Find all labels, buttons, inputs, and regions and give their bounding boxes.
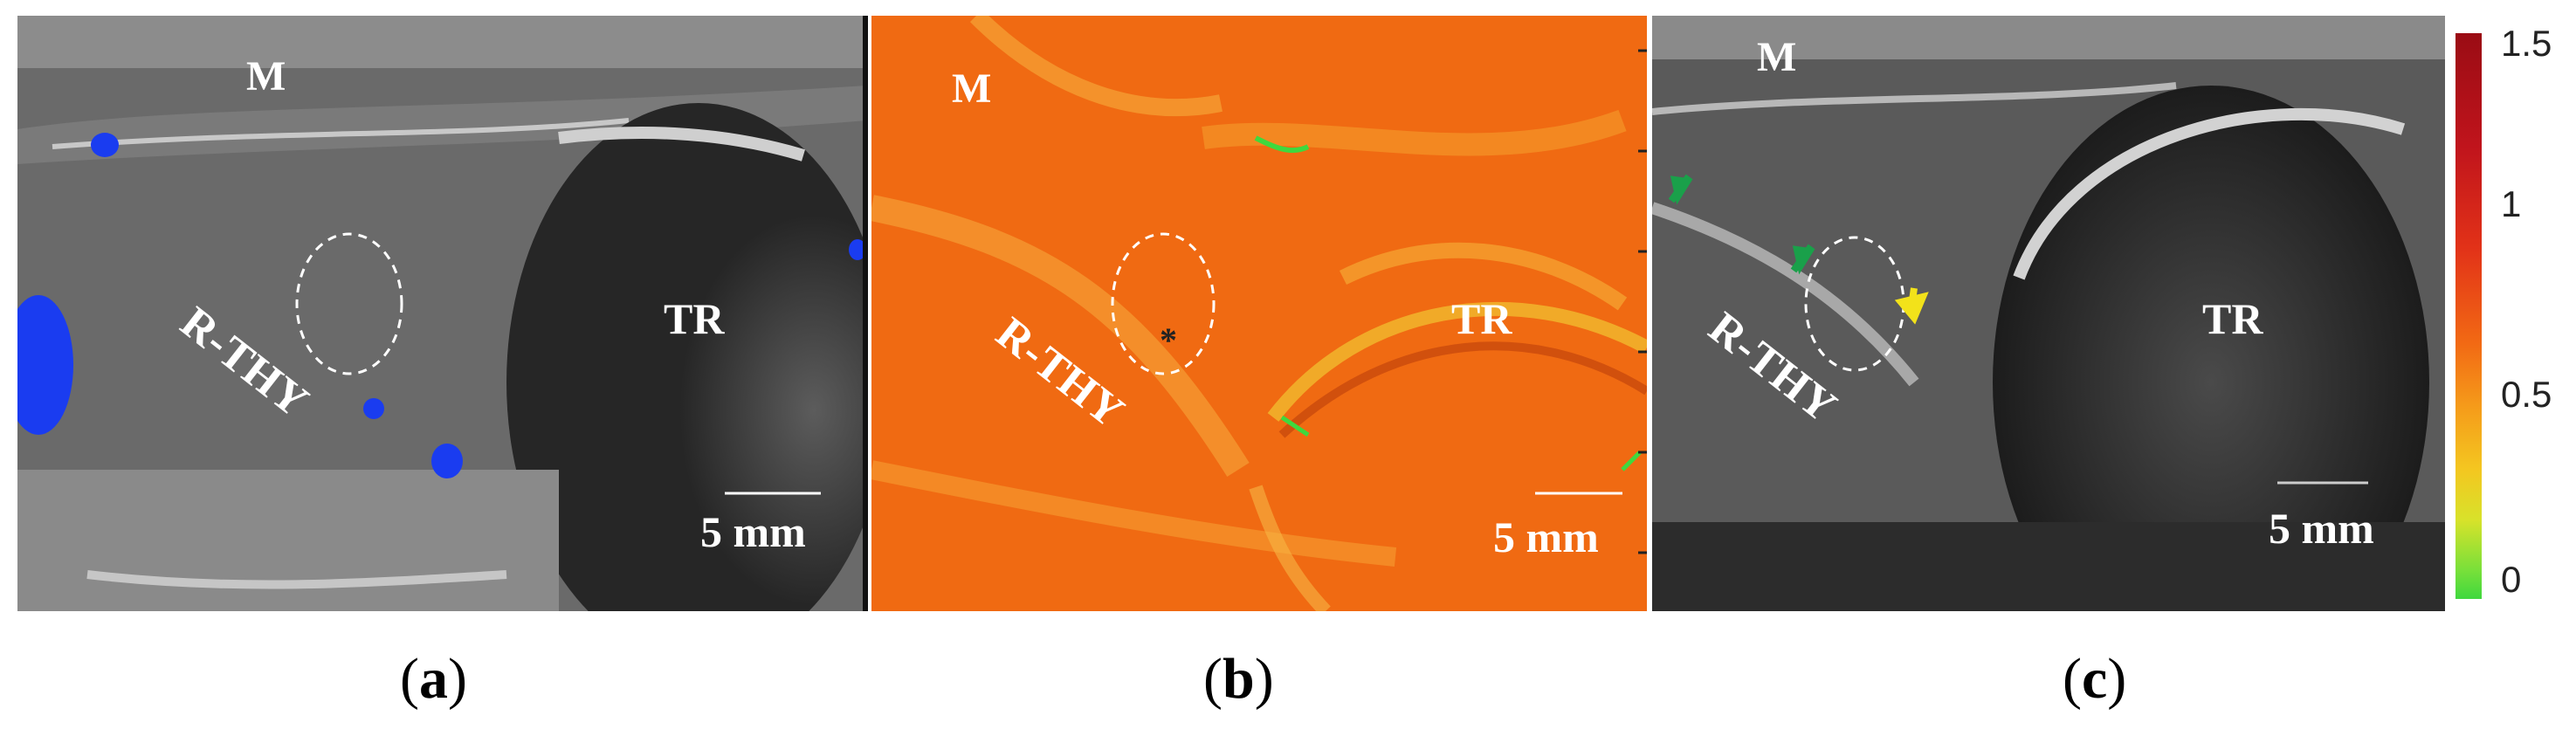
label-tr: TR — [1451, 294, 1512, 343]
doppler-blue-signal — [17, 295, 73, 435]
colorbar — [2455, 33, 2482, 599]
caption-b: (b) — [1203, 647, 1274, 711]
colorbar-tick: 0.5 — [2501, 374, 2552, 415]
doppler-blue-signal — [363, 398, 384, 419]
green-signal — [1254, 135, 1310, 154]
colorbar-tick: 1.5 — [2501, 23, 2552, 64]
label-m: M — [1757, 34, 1797, 80]
green-signal — [1621, 451, 1642, 471]
nodule-outline — [1111, 232, 1216, 375]
marker-asterisk: * — [1160, 320, 1177, 360]
caption-c: (c) — [2063, 647, 2127, 711]
doppler-blue-signal — [91, 133, 119, 157]
label-m: M — [952, 65, 992, 112]
label-m: M — [246, 53, 286, 100]
scale-label: 5 mm — [1493, 513, 1599, 561]
ultrasound-image-c — [1652, 16, 2445, 611]
nodule-outline — [295, 232, 403, 375]
green-arrow-icon — [1668, 174, 1693, 205]
depth-ticks — [1638, 49, 1647, 554]
ultrasound-panel-c: M TR R-THY 5 mm — [1652, 16, 2445, 611]
label-tr: TR — [2202, 294, 2263, 343]
caption-a: (a) — [400, 647, 467, 711]
colorbar-tick: 0 — [2501, 559, 2522, 600]
scale-label: 5 mm — [2269, 504, 2374, 553]
panel-separator — [863, 16, 868, 611]
green-signal — [1280, 415, 1310, 437]
green-arrow-icon — [1790, 244, 1815, 275]
ultrasound-image-a — [17, 16, 866, 611]
scale-label: 5 mm — [700, 507, 806, 556]
elastography-image-b — [871, 16, 1647, 611]
label-tr: TR — [664, 294, 725, 343]
ultrasound-panel-a: M TR R-THY 5 mm — [17, 16, 866, 611]
yellow-arrow-icon — [1894, 287, 1929, 325]
colorbar-tick: 1 — [2501, 183, 2522, 224]
doppler-blue-signal — [431, 444, 463, 478]
doppler-blue-signal — [849, 239, 866, 260]
elastography-panel-b: M TR R-THY * 5 mm — [871, 16, 1647, 611]
